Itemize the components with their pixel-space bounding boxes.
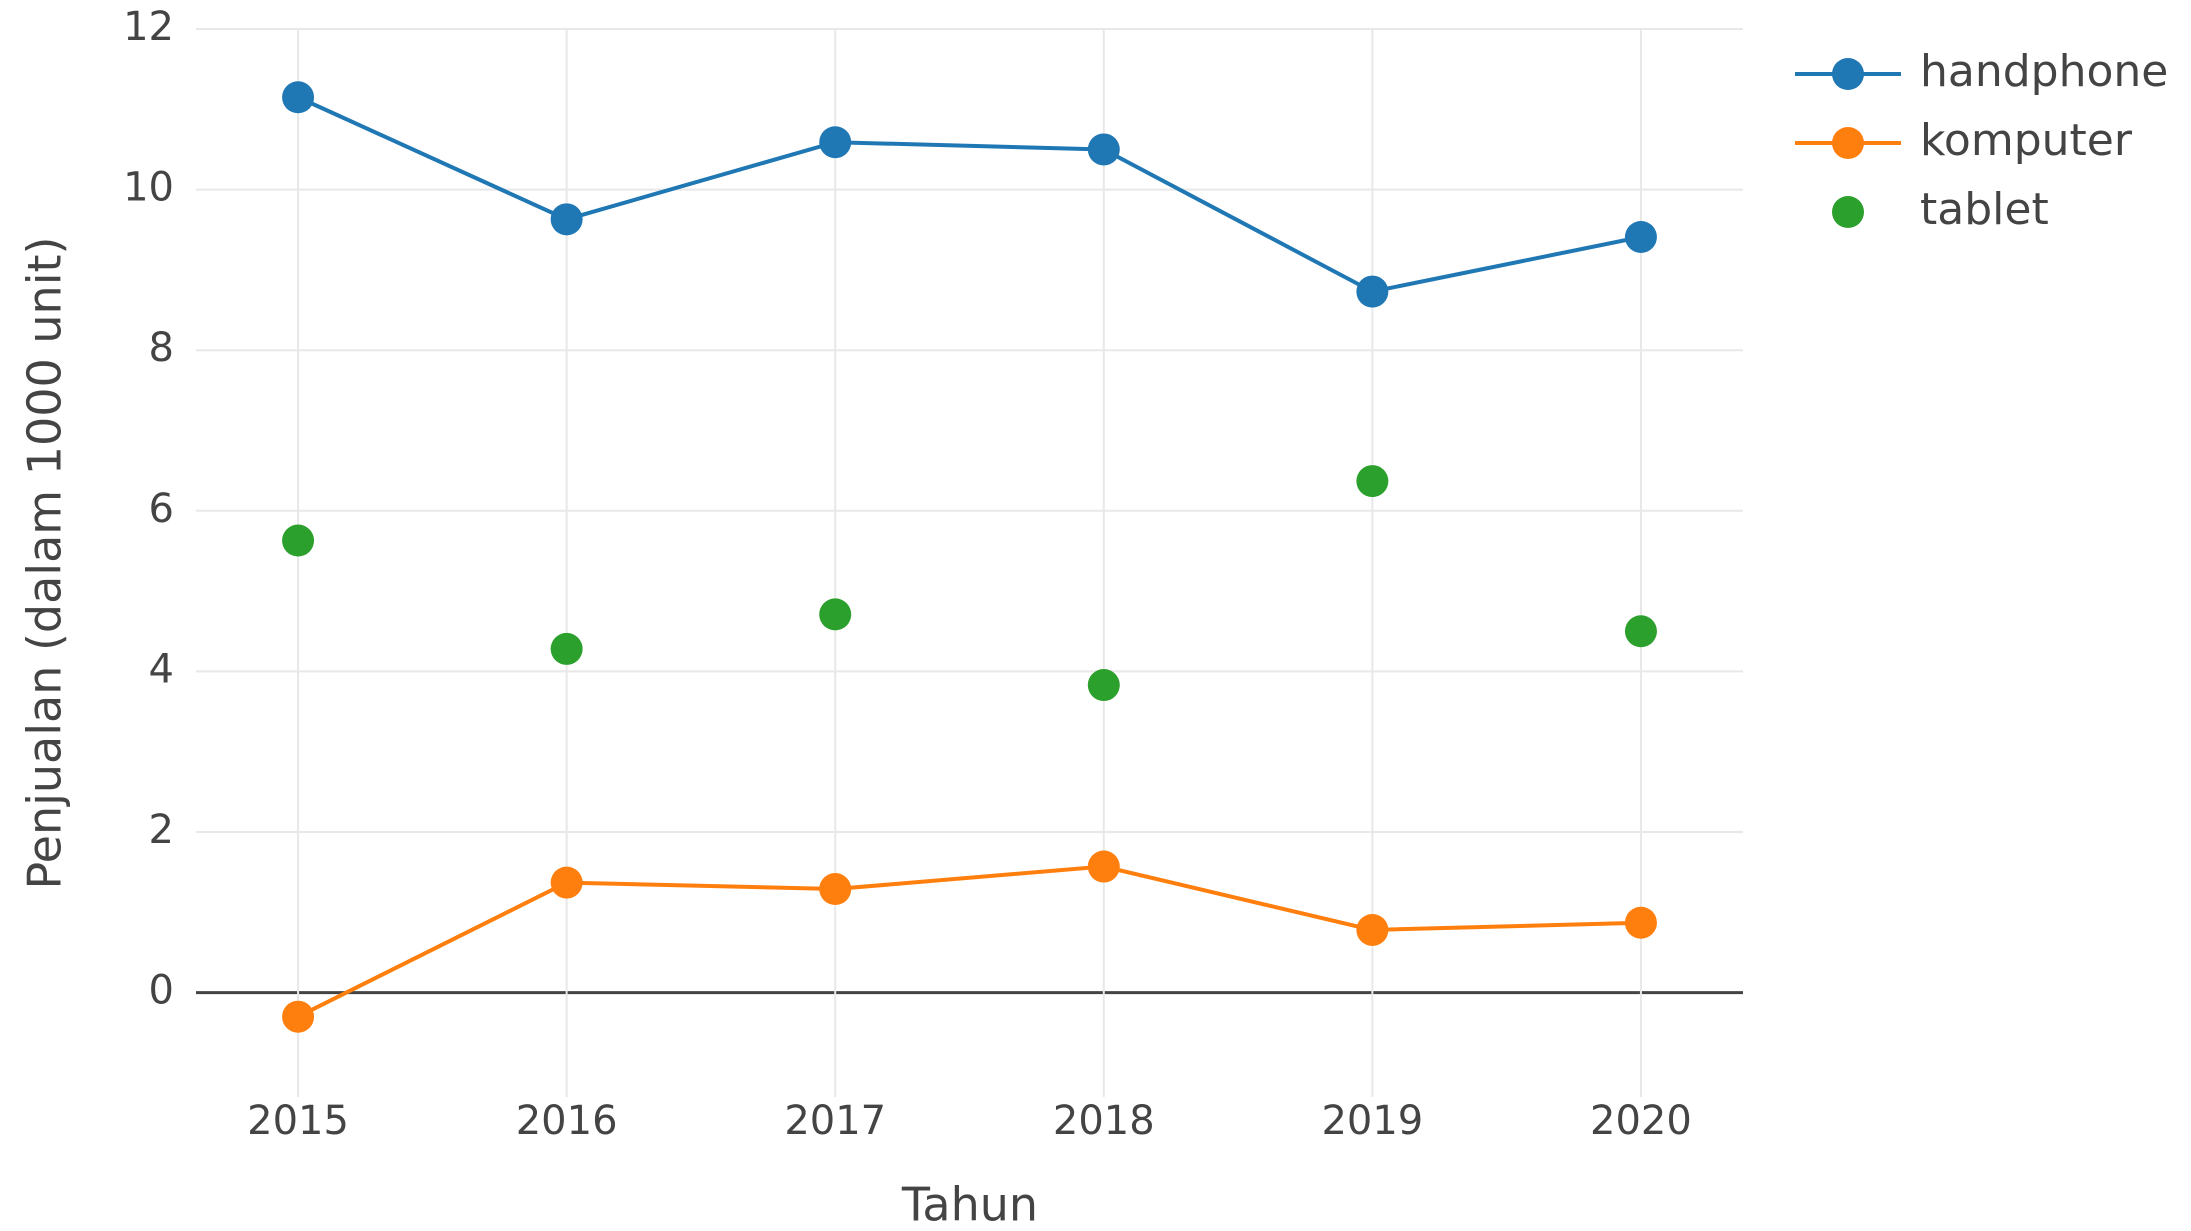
data-point: [282, 524, 315, 557]
x-tick-label: 2020: [1590, 1098, 1692, 1144]
data-point: [1356, 275, 1389, 308]
data-point: [1624, 220, 1657, 253]
x-tick-label: 2015: [247, 1098, 349, 1144]
y-tick-label: 12: [123, 4, 174, 50]
y-tick-label: 8: [149, 325, 174, 371]
legend-label: handphone: [1920, 46, 2168, 97]
y-tick-label: 2: [149, 807, 174, 853]
x-tick-label: 2017: [784, 1098, 886, 1144]
y-tick-label: 4: [149, 646, 174, 692]
data-point: [1087, 669, 1120, 702]
data-point: [1087, 133, 1120, 166]
data-point: [1087, 850, 1120, 883]
legend-marker: [1832, 196, 1864, 228]
y-axis-label: Penjualan (dalam 1000 unit): [18, 237, 72, 890]
data-point: [1624, 906, 1657, 939]
data-point: [819, 873, 852, 906]
legend-label: komputer: [1920, 115, 2133, 166]
x-tick-label: 2019: [1321, 1098, 1423, 1144]
legend-marker: [1832, 58, 1864, 90]
data-point: [1356, 913, 1389, 946]
data-point: [819, 598, 852, 631]
series-line: [297, 864, 1641, 1019]
series-line: [297, 95, 1642, 294]
y-tick-label: 10: [123, 165, 174, 211]
legend-marker: [1832, 127, 1864, 159]
y-tick-label: 6: [149, 486, 174, 532]
data-point: [282, 81, 315, 114]
data-point: [282, 1000, 315, 1033]
y-tick-label: 0: [149, 968, 174, 1014]
data-point: [1624, 615, 1657, 648]
data-point: [819, 126, 852, 159]
data-point: [550, 632, 583, 665]
legend-label: tablet: [1920, 184, 2049, 235]
x-tick-label: 2016: [516, 1098, 618, 1144]
data-point: [1356, 465, 1389, 498]
data-point: [550, 203, 583, 236]
x-axis-label: Tahun: [901, 1178, 1038, 1231]
x-tick-label: 2018: [1053, 1098, 1155, 1144]
data-point: [550, 866, 583, 899]
